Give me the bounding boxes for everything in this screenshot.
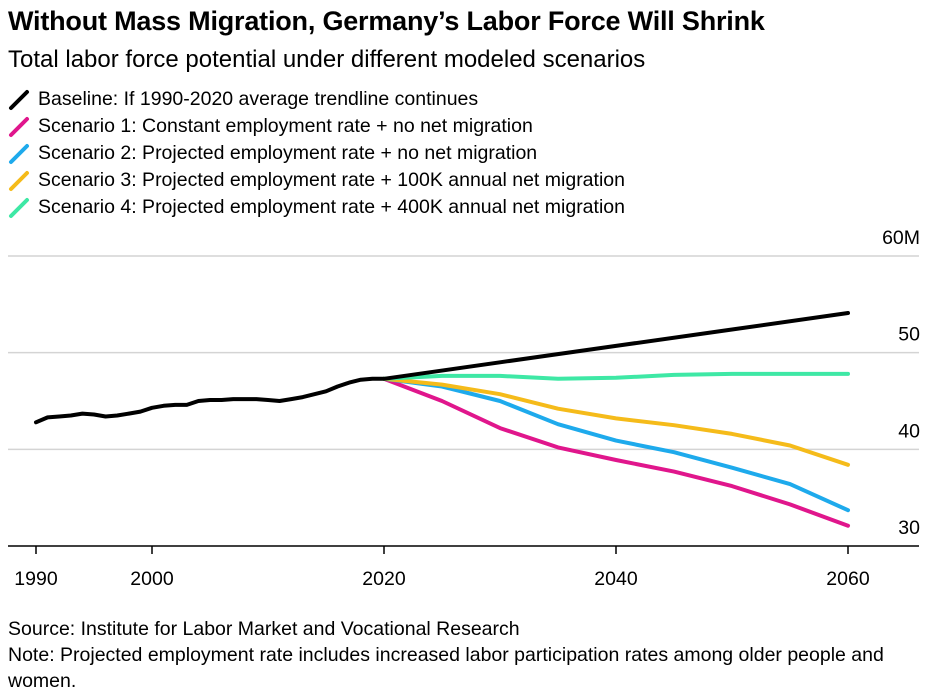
chart-title: Without Mass Migration, Germany’s Labor …	[8, 6, 765, 36]
methodology-note: Note: Projected employment rate includes…	[8, 644, 884, 692]
legend-label: Scenario 3: Projected employment rate + …	[38, 169, 625, 191]
chart-legend: Baseline: If 1990-2020 average trendline…	[8, 86, 625, 221]
legend-label: Scenario 2: Projected employment rate + …	[38, 142, 538, 164]
x-tick-label: 2040	[594, 568, 638, 590]
legend-item: Scenario 3: Projected employment rate + …	[8, 167, 625, 194]
x-tick-label: 2020	[362, 568, 406, 590]
legend-label: Baseline: If 1990-2020 average trendline…	[38, 88, 479, 110]
legend-label: Scenario 4: Projected employment rate + …	[38, 196, 625, 218]
legend-label: Scenario 1: Constant employment rate + n…	[38, 115, 533, 137]
series-line-scenario-2	[382, 376, 850, 513]
chart-subtitle: Total labor force potential under differ…	[8, 46, 646, 73]
legend-swatch	[8, 116, 30, 138]
series-line-baseline	[34, 311, 850, 425]
x-tick-label: 2060	[826, 568, 870, 590]
y-tick-label: 60M	[882, 227, 920, 249]
y-tick-label: 50	[898, 324, 920, 346]
legend-item: Scenario 2: Projected employment rate + …	[8, 140, 625, 167]
legend-item: Scenario 1: Constant employment rate + n…	[8, 113, 625, 140]
line-chart: 30 40 50 60M 1990 2000 2020 2040 2060	[8, 227, 920, 590]
legend-item: Scenario 4: Projected employment rate + …	[8, 194, 625, 221]
y-tick-label: 30	[898, 517, 920, 539]
x-tick-label: 1990	[14, 568, 58, 590]
series-line-scenario-3	[382, 376, 850, 467]
y-tick-label: 40	[898, 420, 920, 442]
source-note: Source: Institute for Labor Market and V…	[8, 618, 520, 640]
legend-item: Baseline: If 1990-2020 average trendline…	[8, 86, 625, 113]
legend-swatch	[8, 197, 30, 219]
series-line-scenario-4	[382, 371, 850, 381]
legend-swatch	[8, 89, 30, 111]
legend-swatch	[8, 170, 30, 192]
series-line-scenario-1	[382, 376, 850, 528]
x-tick-label: 2000	[130, 568, 174, 590]
legend-swatch	[8, 143, 30, 165]
chart-footer: Source: Institute for Labor Market and V…	[8, 616, 908, 694]
